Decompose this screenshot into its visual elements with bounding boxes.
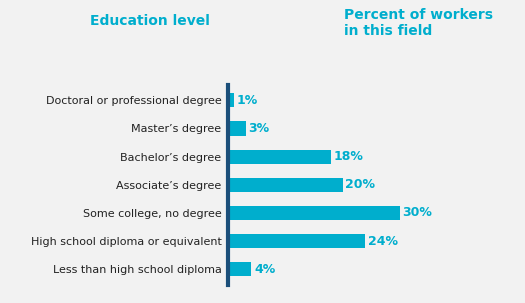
Bar xyxy=(228,206,400,220)
Text: 30%: 30% xyxy=(403,207,433,219)
Text: 24%: 24% xyxy=(368,235,398,248)
Text: 18%: 18% xyxy=(334,150,364,163)
Bar xyxy=(228,262,251,276)
Text: 4%: 4% xyxy=(254,263,275,276)
Text: Education level: Education level xyxy=(90,14,209,28)
Bar xyxy=(228,93,234,107)
Text: 3%: 3% xyxy=(248,122,269,135)
Bar xyxy=(228,122,246,135)
Bar xyxy=(228,178,342,192)
Text: 1%: 1% xyxy=(237,94,258,107)
Text: 20%: 20% xyxy=(345,178,375,191)
Bar xyxy=(228,150,331,164)
Bar xyxy=(228,234,365,248)
Text: Percent of workers
in this field: Percent of workers in this field xyxy=(344,8,493,38)
